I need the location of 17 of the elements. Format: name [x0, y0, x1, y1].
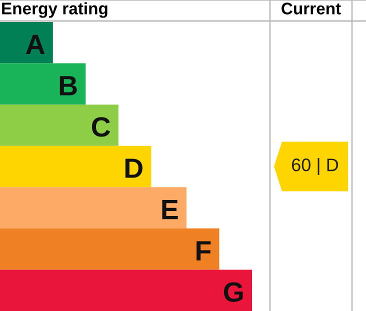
- bar: [0, 187, 186, 228]
- bar: [0, 146, 152, 188]
- y-tick-label: B: [60, 76, 77, 96]
- text: 60 | D: [292, 158, 338, 175]
- y-tick-label: C: [92, 117, 110, 137]
- bar: [0, 104, 118, 146]
- y-tick-label: A: [26, 34, 45, 54]
- y-tick-label: F: [196, 241, 211, 260]
- text: Current: [282, 2, 341, 14]
- chart-title: Energy rating: [2, 2, 108, 18]
- y-tick-label: G: [224, 282, 243, 302]
- bar: [0, 22, 53, 64]
- y-tick-label: E: [162, 200, 178, 220]
- y-tick-label: D: [125, 158, 142, 178]
- bar: [0, 63, 86, 105]
- bar: [0, 270, 252, 311]
- bar: [0, 228, 220, 270]
